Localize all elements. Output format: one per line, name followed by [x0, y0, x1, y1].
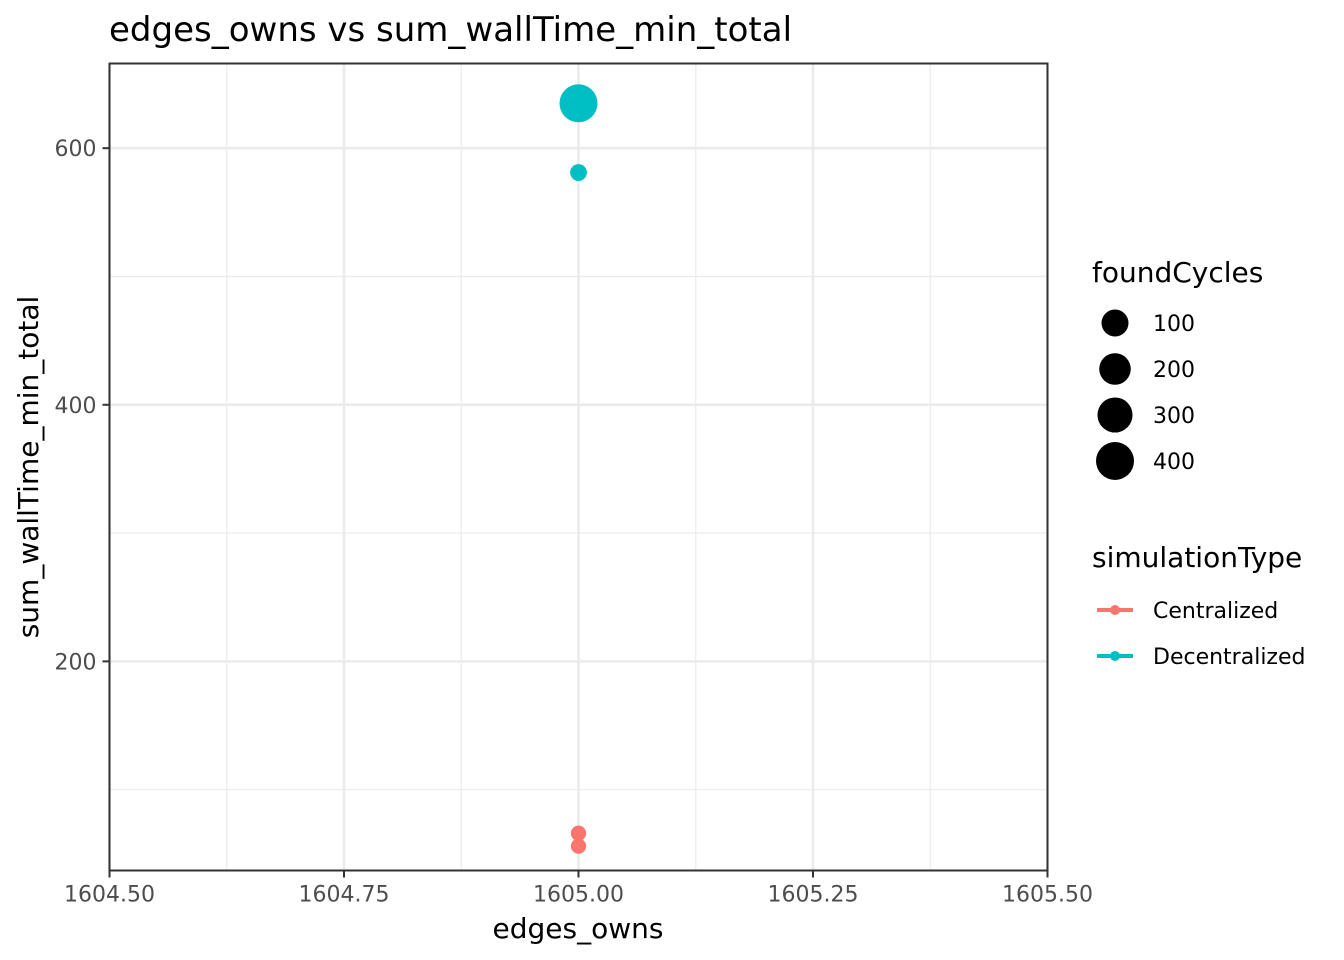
y-tick-label: 600 [55, 137, 97, 162]
color-legend-label: Decentralized [1153, 645, 1305, 670]
size-legend-title: foundCycles [1092, 256, 1263, 289]
size-legend-key [1099, 353, 1131, 385]
size-legend-key [1096, 442, 1134, 480]
size-legend-entries: 100 200 300 400 [1096, 309, 1195, 480]
x-axis: 1604.50 1604.75 1605.00 1605.25 1605.50 [64, 870, 1093, 908]
data-point [570, 838, 587, 854]
data-point [570, 164, 587, 181]
x-tick-label: 1604.50 [64, 883, 155, 908]
size-legend-key [1097, 397, 1133, 433]
y-tick-label: 200 [55, 650, 97, 675]
color-legend-key [1110, 651, 1120, 661]
color-legend-label: Centralized [1153, 599, 1278, 624]
size-legend-label: 200 [1153, 358, 1195, 383]
x-tick-label: 1605.50 [1002, 883, 1093, 908]
color-legend-title: simulationType [1092, 541, 1302, 574]
data-point [559, 84, 598, 123]
y-tick-label: 400 [55, 394, 97, 419]
size-legend-label: 400 [1153, 450, 1195, 475]
color-legend-key [1110, 605, 1120, 615]
color-legend-entries: Centralized Decentralized [1097, 599, 1305, 670]
chart-title: edges_owns vs sum_wallTime_min_total [109, 10, 792, 50]
x-tick-label: 1605.00 [533, 883, 624, 908]
x-tick-label: 1605.25 [768, 883, 859, 908]
y-axis-title: sum_wallTime_min_total [12, 296, 45, 639]
x-tick-label: 1604.75 [299, 883, 390, 908]
data-point [570, 825, 587, 841]
y-axis: 200 400 600 [55, 137, 110, 675]
data-points [559, 84, 598, 854]
plot-panel [108, 62, 1049, 872]
size-legend-label: 300 [1153, 404, 1195, 429]
x-axis-title: edges_owns [493, 912, 664, 945]
size-legend-key [1101, 309, 1129, 337]
size-legend-label: 100 [1153, 312, 1195, 337]
